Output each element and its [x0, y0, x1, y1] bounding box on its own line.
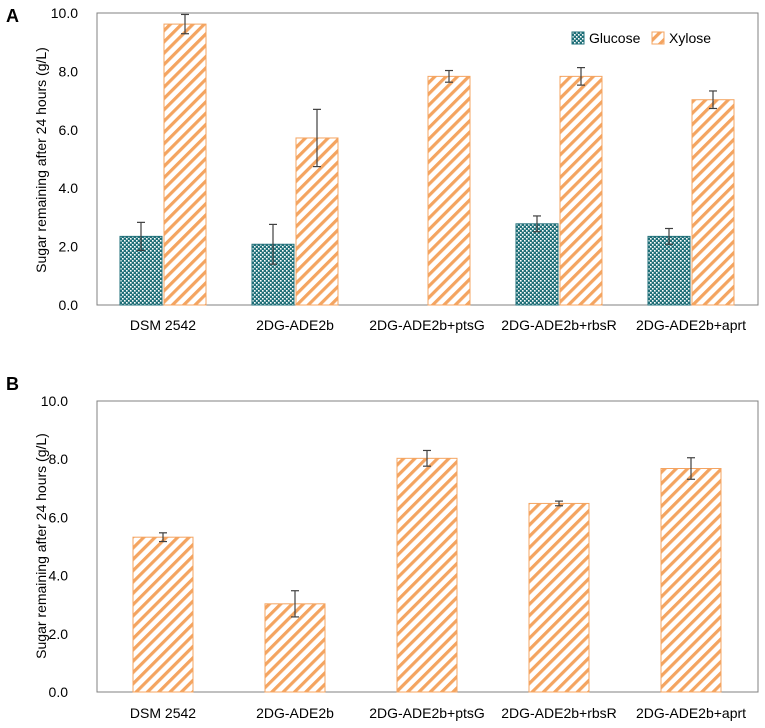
- panel-b-error-bar-xylose: [423, 449, 431, 467]
- panel-a-legend: Glucose Xylose: [571, 30, 711, 46]
- panel-b-y-tick-label: 4.0: [49, 568, 69, 584]
- panel-b-y-tick-label: 6.0: [49, 509, 69, 525]
- legend-glucose-label: Glucose: [589, 30, 641, 46]
- panel-a-chart: A Sugar remaining after 24 hours (g/L) G…: [6, 5, 759, 333]
- panel-b-y-tick-label: 0.0: [49, 684, 69, 700]
- panel-a-error-bar-glucose: [137, 221, 145, 251]
- panel-b-bar-xylose: [660, 468, 722, 693]
- panel-a-error-bar-glucose: [665, 227, 673, 245]
- panel-a-y-tick-label: 4.0: [59, 180, 79, 196]
- panel-a-y-tick-label: 10.0: [51, 5, 78, 21]
- panel-a-category-label: 2DG-ADE2b+ptsG: [369, 317, 485, 333]
- panel-a-bar-xylose: [163, 23, 207, 306]
- panel-b-y-tick-label: 8.0: [49, 451, 69, 467]
- legend-xylose-label: Xylose: [669, 30, 711, 46]
- panel-a-label: A: [6, 6, 19, 26]
- panel-a-error-bar-xylose: [181, 13, 189, 35]
- panel-b-category-label: 2DG-ADE2b+aprt: [636, 705, 746, 721]
- panel-a-error-bar-xylose: [577, 67, 585, 86]
- panel-a-category-label: 2DG-ADE2b+rbsR: [501, 317, 617, 333]
- panel-b-category-label: 2DG-ADE2b+ptsG: [369, 705, 485, 721]
- panel-b-bar-xylose: [264, 603, 326, 693]
- panel-a-y-axis-label: Sugar remaining after 24 hours (g/L): [33, 47, 49, 273]
- panel-a-y-tick-label: 6.0: [59, 122, 79, 138]
- panel-b-bar-xylose: [132, 536, 194, 693]
- panel-b-y-tick-label: 10.0: [41, 393, 68, 409]
- panel-b-error-bar-xylose: [159, 532, 167, 543]
- panel-a-y-tick-label: 8.0: [59, 63, 79, 79]
- legend-xylose-swatch: [651, 31, 665, 45]
- panel-b-y-tick-label: 2.0: [49, 626, 69, 642]
- panel-b-y-axis-label: Sugar remaining after 24 hours (g/L): [33, 433, 49, 659]
- panel-a-error-bar-glucose: [533, 215, 541, 233]
- panel-a-category-label: DSM 2542: [130, 317, 196, 333]
- panel-a-y-tick-label: 2.0: [59, 239, 79, 255]
- panel-b-bar-xylose: [528, 502, 590, 693]
- panel-a-y-tick-label: 0.0: [59, 297, 79, 313]
- panel-b-chart: B Sugar remaining after 24 hours (g/L) 0…: [6, 374, 759, 721]
- panel-a-error-bar-xylose: [445, 69, 453, 83]
- panel-a-error-bar-glucose: [269, 223, 277, 265]
- panel-b-error-bar-xylose: [687, 457, 695, 480]
- panel-b-category-label: 2DG-ADE2b+rbsR: [501, 705, 617, 721]
- panel-a-bar-xylose: [691, 99, 735, 306]
- panel-b-label: B: [6, 374, 19, 394]
- panel-a-error-bar-xylose: [313, 108, 321, 168]
- panel-a-bar-glucose: [515, 223, 559, 306]
- panel-a-category-label: 2DG-ADE2b: [256, 317, 334, 333]
- panel-a-bar-xylose: [427, 75, 471, 306]
- panel-b-category-label: DSM 2542: [130, 705, 196, 721]
- panel-a-category-label: 2DG-ADE2b+aprt: [636, 317, 746, 333]
- panel-a-error-bar-xylose: [709, 90, 717, 110]
- panel-b-category-label: 2DG-ADE2b: [256, 705, 334, 721]
- panel-a-bar-glucose: [647, 235, 691, 306]
- panel-b-bar-xylose: [396, 457, 458, 693]
- panel-b-error-bar-xylose: [555, 500, 563, 507]
- panel-a-bar-xylose: [559, 75, 603, 306]
- legend-glucose-swatch: [571, 31, 585, 45]
- panel-b-error-bar-xylose: [291, 590, 299, 618]
